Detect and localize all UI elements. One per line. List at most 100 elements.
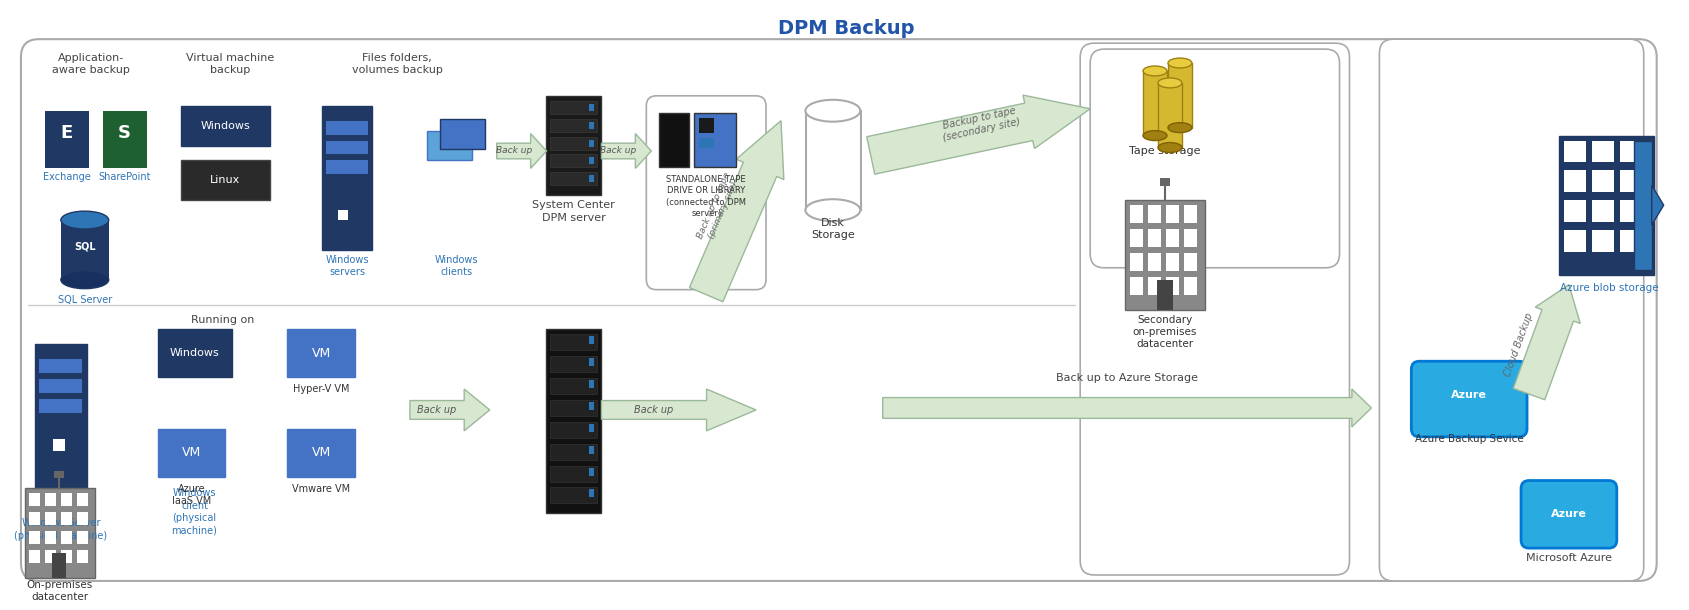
Text: Azure
IaaS VM: Azure IaaS VM (172, 484, 211, 506)
Text: E: E (61, 124, 73, 142)
FancyBboxPatch shape (25, 489, 95, 578)
FancyBboxPatch shape (39, 399, 81, 413)
FancyBboxPatch shape (549, 101, 598, 113)
FancyBboxPatch shape (549, 137, 598, 149)
FancyBboxPatch shape (1184, 229, 1196, 247)
Polygon shape (866, 95, 1089, 174)
FancyBboxPatch shape (326, 121, 368, 135)
FancyBboxPatch shape (287, 329, 355, 377)
Text: On-premises
datacenter: On-premises datacenter (27, 580, 93, 602)
Text: Backup to tape
(secondary site): Backup to tape (secondary site) (939, 106, 1020, 143)
FancyBboxPatch shape (1165, 277, 1179, 295)
FancyBboxPatch shape (29, 550, 41, 563)
FancyBboxPatch shape (1130, 277, 1142, 295)
FancyBboxPatch shape (589, 175, 595, 182)
FancyBboxPatch shape (645, 96, 765, 290)
FancyBboxPatch shape (46, 111, 90, 168)
Text: Exchange: Exchange (42, 173, 91, 182)
FancyBboxPatch shape (589, 380, 595, 388)
FancyBboxPatch shape (338, 210, 348, 220)
FancyBboxPatch shape (549, 487, 598, 503)
Text: Azure Backup Sevice: Azure Backup Sevice (1414, 434, 1523, 444)
FancyBboxPatch shape (39, 379, 81, 393)
Polygon shape (497, 134, 546, 168)
FancyBboxPatch shape (589, 121, 595, 129)
FancyBboxPatch shape (326, 140, 368, 154)
FancyBboxPatch shape (103, 111, 147, 168)
Polygon shape (1650, 185, 1662, 225)
FancyBboxPatch shape (35, 344, 86, 514)
FancyBboxPatch shape (39, 359, 81, 373)
FancyBboxPatch shape (1147, 205, 1160, 223)
Ellipse shape (806, 199, 860, 221)
FancyBboxPatch shape (1147, 277, 1160, 295)
FancyBboxPatch shape (549, 356, 598, 372)
FancyBboxPatch shape (1165, 253, 1179, 271)
Ellipse shape (1157, 78, 1181, 88)
Ellipse shape (1167, 123, 1191, 132)
FancyBboxPatch shape (1562, 170, 1584, 192)
FancyBboxPatch shape (1184, 277, 1196, 295)
FancyBboxPatch shape (1165, 205, 1179, 223)
Text: Back up: Back up (495, 146, 532, 156)
FancyBboxPatch shape (54, 470, 64, 478)
FancyBboxPatch shape (589, 140, 595, 146)
FancyBboxPatch shape (20, 39, 1655, 581)
FancyBboxPatch shape (1130, 229, 1142, 247)
FancyBboxPatch shape (589, 424, 595, 432)
FancyBboxPatch shape (1130, 205, 1142, 223)
FancyBboxPatch shape (46, 550, 56, 563)
FancyBboxPatch shape (1165, 229, 1179, 247)
Text: Back up to tape
(primary site): Back up to tape (primary site) (696, 171, 741, 244)
Text: Cloud Backup: Cloud Backup (1502, 311, 1534, 378)
Text: System Center
DPM server: System Center DPM server (532, 200, 615, 223)
Text: Secondary
on-premises
datacenter: Secondary on-premises datacenter (1132, 315, 1196, 350)
FancyBboxPatch shape (1147, 229, 1160, 247)
FancyBboxPatch shape (549, 119, 598, 132)
FancyBboxPatch shape (1130, 253, 1142, 271)
FancyBboxPatch shape (52, 553, 66, 578)
FancyBboxPatch shape (589, 104, 595, 111)
Polygon shape (601, 134, 650, 168)
FancyBboxPatch shape (549, 378, 598, 394)
Text: Disk
Storage: Disk Storage (811, 218, 855, 240)
FancyBboxPatch shape (1591, 200, 1613, 222)
Text: SharePoint: SharePoint (98, 173, 150, 182)
FancyBboxPatch shape (1633, 140, 1650, 270)
Ellipse shape (1142, 131, 1167, 140)
FancyBboxPatch shape (61, 220, 108, 280)
Text: Windows: Windows (169, 348, 220, 358)
Text: Back up: Back up (633, 405, 674, 415)
FancyBboxPatch shape (659, 113, 689, 167)
Text: VM: VM (311, 347, 331, 360)
FancyBboxPatch shape (181, 106, 270, 146)
FancyBboxPatch shape (29, 512, 41, 525)
Text: SQL Server: SQL Server (57, 295, 111, 304)
Text: Running on: Running on (191, 315, 253, 325)
FancyBboxPatch shape (1591, 170, 1613, 192)
FancyBboxPatch shape (326, 160, 368, 174)
FancyBboxPatch shape (549, 422, 598, 438)
Text: Azure blob storage: Azure blob storage (1559, 282, 1657, 293)
Polygon shape (689, 121, 784, 302)
FancyBboxPatch shape (589, 468, 595, 476)
FancyBboxPatch shape (589, 358, 595, 366)
FancyBboxPatch shape (323, 106, 372, 250)
Ellipse shape (1167, 58, 1191, 68)
FancyBboxPatch shape (29, 493, 41, 506)
FancyBboxPatch shape (1591, 140, 1613, 162)
Text: Back up to Azure Storage: Back up to Azure Storage (1056, 373, 1198, 383)
Text: Windows
clients: Windows clients (434, 255, 478, 278)
Text: S: S (118, 124, 132, 142)
FancyBboxPatch shape (76, 550, 88, 563)
Text: DPM Backup: DPM Backup (777, 20, 914, 38)
FancyBboxPatch shape (549, 173, 598, 185)
Text: SQL: SQL (74, 242, 96, 252)
FancyBboxPatch shape (29, 531, 41, 544)
Ellipse shape (61, 211, 108, 229)
FancyBboxPatch shape (1562, 140, 1584, 162)
FancyBboxPatch shape (1157, 83, 1181, 148)
FancyBboxPatch shape (1079, 43, 1350, 575)
Text: Back up: Back up (600, 146, 637, 156)
FancyBboxPatch shape (546, 329, 601, 514)
